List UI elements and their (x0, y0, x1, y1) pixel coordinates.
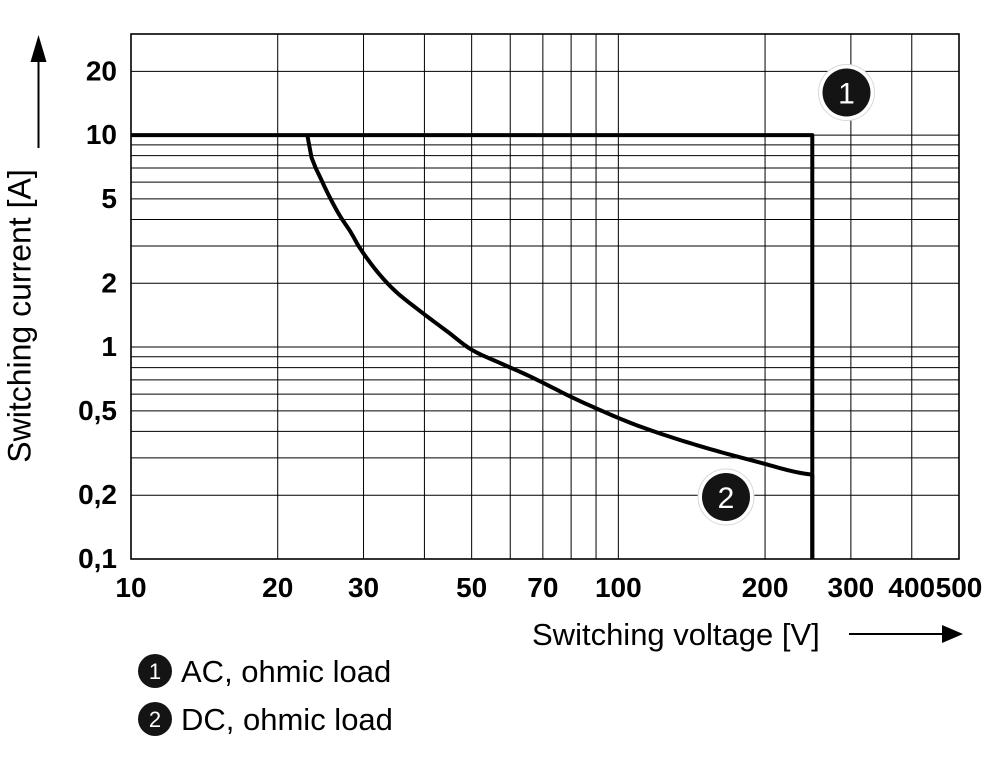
svg-text:300: 300 (828, 572, 875, 603)
svg-text:5: 5 (101, 183, 117, 214)
svg-text:70: 70 (527, 572, 558, 603)
svg-text:DC, ohmic load: DC, ohmic load (181, 702, 393, 737)
svg-text:400: 400 (888, 572, 935, 603)
svg-text:500: 500 (936, 572, 983, 603)
svg-text:1: 1 (838, 77, 855, 110)
svg-text:0,1: 0,1 (78, 543, 117, 574)
svg-text:0,5: 0,5 (78, 395, 117, 426)
svg-text:10: 10 (115, 572, 146, 603)
svg-text:0,2: 0,2 (78, 479, 117, 510)
svg-text:20: 20 (262, 572, 293, 603)
svg-text:20: 20 (86, 55, 117, 86)
svg-text:1: 1 (149, 659, 161, 684)
svg-text:Switching voltage [V]: Switching voltage [V] (532, 617, 820, 652)
svg-text:2: 2 (718, 482, 735, 515)
svg-text:1: 1 (101, 331, 117, 362)
svg-text:50: 50 (456, 572, 487, 603)
svg-text:2: 2 (149, 707, 161, 732)
svg-text:AC, ohmic load: AC, ohmic load (181, 654, 391, 689)
svg-text:200: 200 (742, 572, 789, 603)
svg-text:30: 30 (348, 572, 379, 603)
svg-text:100: 100 (595, 572, 642, 603)
svg-text:10: 10 (86, 119, 117, 150)
svg-text:2: 2 (101, 267, 117, 298)
